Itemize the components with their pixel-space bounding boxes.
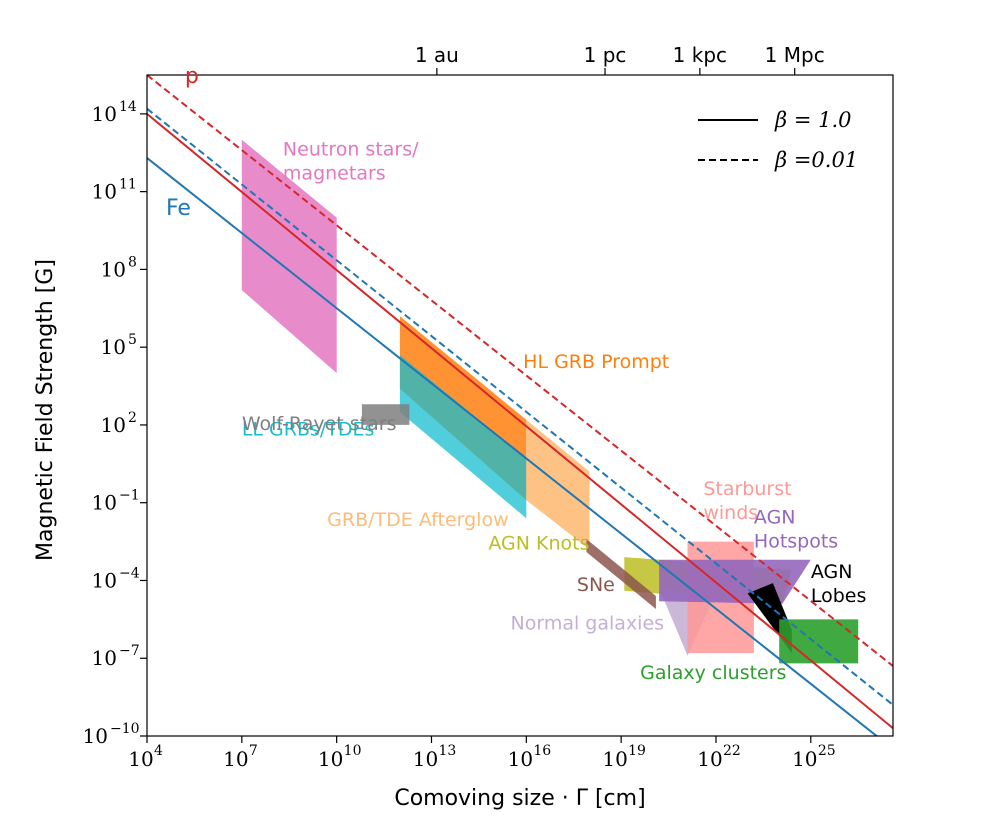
top-tick-label-1: 1 pc xyxy=(584,43,627,67)
region-label-8: Starburst winds xyxy=(703,478,791,524)
x-tick-exp-2: 10 xyxy=(344,743,362,759)
x-axis: 10 4 10 7 10 10 10 13 10 16 10 19 10 22 10 25 xyxy=(128,736,836,771)
y-tick-exp-7: 11 xyxy=(119,177,137,193)
y-tick-exp-3: −1 xyxy=(119,488,140,504)
y-tick-exp-5: 5 xyxy=(128,332,137,348)
x-tick-label-0: 10 xyxy=(128,747,153,771)
y-tick-exp-6: 8 xyxy=(128,254,137,270)
y-axis-label: Magnetic Field Strength [G] xyxy=(33,259,58,561)
series-line-3 xyxy=(147,107,893,706)
top-tick-label-3: 1 Mpc xyxy=(765,43,825,67)
x-tick-exp-4: 16 xyxy=(533,743,551,759)
series-label-1: Fe xyxy=(166,196,191,221)
region-label-1: HL GRB Prompt xyxy=(523,351,669,373)
y-tick-label-7: 10 xyxy=(92,180,117,204)
series-line-0 xyxy=(147,113,893,729)
region-4 xyxy=(361,404,410,425)
y-tick-exp-2: −4 xyxy=(119,565,140,581)
lines-layer xyxy=(147,75,893,736)
y-tick-label-6: 10 xyxy=(101,257,126,281)
y-tick-label-5: 10 xyxy=(101,335,126,359)
region-label-4: Wolf-Rayet stars xyxy=(242,413,397,435)
x-tick-label-6: 10 xyxy=(697,747,722,771)
y-tick-exp-4: 2 xyxy=(128,410,137,426)
x-tick-label-7: 10 xyxy=(792,747,817,771)
y-tick-label-2: 10 xyxy=(92,568,117,592)
x-tick-label-5: 10 xyxy=(602,747,627,771)
legend-label-0: β = 1.0 xyxy=(774,108,851,132)
series-line-1 xyxy=(147,75,893,667)
x-tick-exp-0: 4 xyxy=(154,743,163,759)
x-tick-exp-7: 25 xyxy=(818,743,836,759)
y-tick-exp-1: −7 xyxy=(119,643,140,659)
region-2 xyxy=(399,355,527,519)
y-tick-label-0: 10 xyxy=(83,724,108,748)
regions-layer xyxy=(241,139,859,664)
y-tick-label-1: 10 xyxy=(92,646,117,670)
region-label-10: AGN Lobes xyxy=(811,561,867,607)
region-11 xyxy=(779,619,859,664)
region-label-9: AGN Hotspots xyxy=(754,506,838,552)
series-label-0: p xyxy=(185,64,199,89)
x-tick-exp-5: 19 xyxy=(628,743,646,759)
x-tick-exp-6: 22 xyxy=(723,743,741,759)
x-tick-label-4: 10 xyxy=(508,747,533,771)
region-label-3: GRB/TDE Afterglow xyxy=(327,509,508,531)
series-line-2 xyxy=(147,157,879,736)
legend-label-1: β =0.01 xyxy=(774,148,858,172)
region-label-11: Galaxy clusters xyxy=(640,662,786,684)
x-tick-exp-1: 7 xyxy=(249,743,258,759)
region-label-5: AGN Knots xyxy=(488,532,589,554)
plot-frame xyxy=(146,74,894,737)
annotations-layer: Neutron stars/magnetars HL GRB Prompt LL G… xyxy=(166,64,866,684)
y-tick-label-8: 10 xyxy=(92,102,117,126)
y-tick-label-3: 10 xyxy=(92,491,117,515)
region-label-0: Neutron stars/magnetars xyxy=(283,138,419,184)
y-tick-exp-0: −10 xyxy=(110,721,140,737)
legend: β = 1.0 β =0.01 xyxy=(698,108,858,172)
top-tick-label-2: 1 kpc xyxy=(673,43,727,67)
top-axis: 1 au 1 pc 1 kpc 1 Mpc xyxy=(415,43,825,75)
region-label-2: LL GRBs/TDEs xyxy=(242,418,375,440)
region-6 xyxy=(586,539,656,609)
y-tick-exp-8: 14 xyxy=(119,99,137,115)
y-tick-label-4: 10 xyxy=(101,413,126,437)
region-label-6: SNe xyxy=(577,574,615,596)
x-tick-exp-3: 13 xyxy=(438,743,456,759)
region-label-7: Normal galaxies xyxy=(511,613,665,635)
x-tick-label-1: 10 xyxy=(223,747,248,771)
x-axis-label: Comoving size · Γ [cm] xyxy=(394,786,645,811)
region-0 xyxy=(241,139,337,374)
x-tick-label-2: 10 xyxy=(318,747,343,771)
x-tick-label-3: 10 xyxy=(413,747,438,771)
top-tick-label-0: 1 au xyxy=(415,43,459,67)
